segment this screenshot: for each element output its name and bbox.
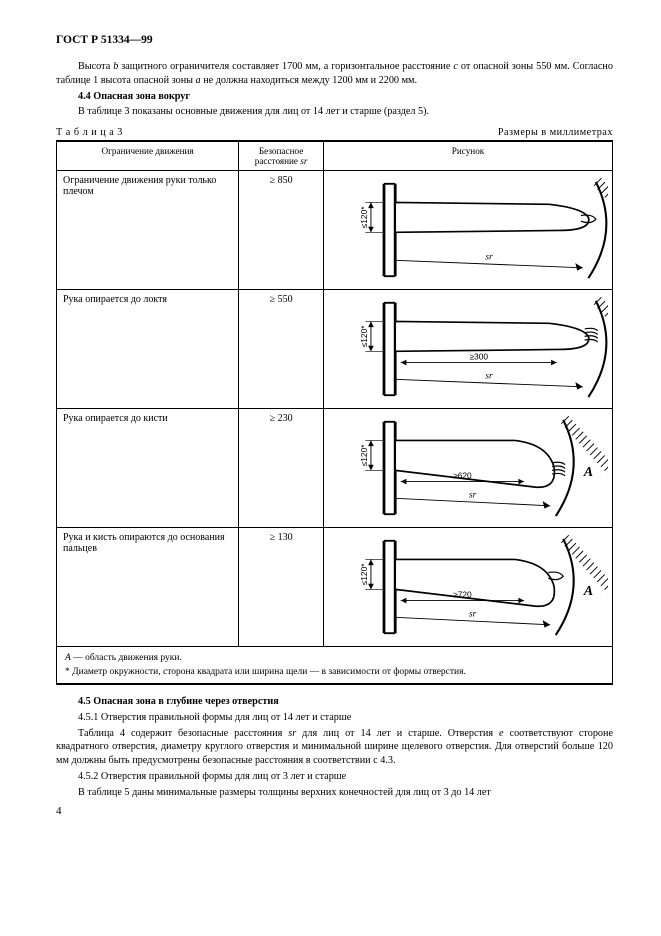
para-intro: Высота b защитного ограничителя составля… (56, 60, 613, 88)
doc-header: ГОСТ Р 51334—99 (56, 34, 613, 46)
svg-text:≤120*: ≤120* (359, 206, 369, 229)
svg-text:≤120*: ≤120* (359, 563, 369, 586)
col1-header: Ограничение движения (57, 141, 239, 171)
para-452a: 4.5.2 Отверстия правильной формы для лиц… (56, 770, 613, 784)
svg-text:≤120*: ≤120* (359, 444, 369, 467)
note-star: * Диаметр окружности, сторона квадрата и… (65, 667, 604, 677)
table-row: Рука и кисть опираются до основания паль… (57, 528, 613, 647)
svg-text:sr: sr (485, 252, 493, 262)
svg-text:sr: sr (469, 609, 477, 619)
para-452b: В таблице 5 даны минимальные размеры тол… (56, 786, 613, 800)
col2-header: Безопасное расстояние sr (239, 141, 324, 171)
para-451a: 4.5.1 Отверстия правильной формы для лиц… (56, 711, 613, 725)
row-desc: Ограничение движения руки только плечом (57, 171, 239, 290)
row-desc: Рука и кисть опираются до основания паль… (57, 528, 239, 647)
heading-45: 4.5 Опасная зона в глубине через отверст… (56, 695, 613, 709)
svg-text:A: A (583, 584, 593, 599)
col3-header: Рисунок (324, 141, 613, 171)
row-dist: ≥ 230 (239, 409, 324, 528)
svg-text:≤120*: ≤120* (359, 325, 369, 348)
row-figure: ≤120* sr A (324, 171, 613, 290)
row-figure: ≤120* sr ≥620 A (324, 409, 613, 528)
svg-text:A: A (583, 465, 593, 480)
table-label: Т а б л и ц а 3 (56, 127, 123, 138)
row-desc: Рука опирается до кисти (57, 409, 239, 528)
note-A: A — область движения руки. (65, 653, 604, 663)
table-3: Ограничение движения Безопасное расстоян… (56, 140, 613, 685)
para-44: В таблице 3 показаны основные движения д… (56, 105, 613, 119)
page-number: 4 (56, 805, 613, 817)
row-dist: ≥ 850 (239, 171, 324, 290)
table-row: Рука опирается до кисти ≥ 230 ≤120* sr ≥… (57, 409, 613, 528)
heading-44: 4.4 Опасная зона вокруг (56, 90, 613, 104)
row-dist: ≥ 550 (239, 290, 324, 409)
para-451b: Таблица 4 содержит безопасные расстояния… (56, 727, 613, 768)
svg-text:≥300: ≥300 (469, 352, 488, 362)
svg-text:sr: sr (469, 490, 477, 500)
svg-text:sr: sr (485, 371, 493, 381)
svg-text:≥720: ≥720 (453, 590, 472, 600)
table-row: Рука опирается до локтя ≥ 550 ≤120* sr ≥… (57, 290, 613, 409)
row-desc: Рука опирается до локтя (57, 290, 239, 409)
svg-text:≥620: ≥620 (453, 471, 472, 481)
row-dist: ≥ 130 (239, 528, 324, 647)
table-notes: A — область движения руки. * Диаметр окр… (57, 647, 613, 685)
units-label: Размеры в миллиметрах (498, 127, 613, 138)
table-row: Ограничение движения руки только плечом … (57, 171, 613, 290)
row-figure: ≤120* sr ≥720 A (324, 528, 613, 647)
row-figure: ≤120* sr ≥300 A (324, 290, 613, 409)
